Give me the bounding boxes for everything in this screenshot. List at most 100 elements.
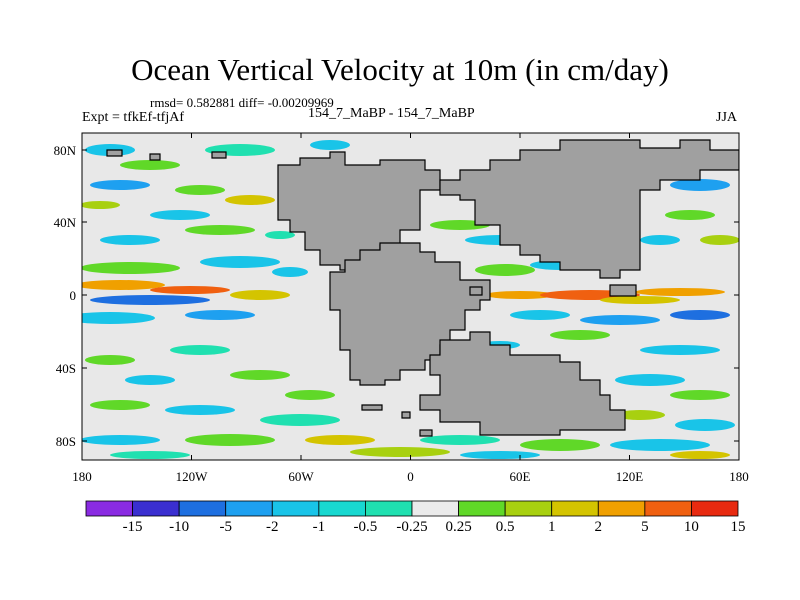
land-mass [419,331,626,436]
velocity-contour [265,231,295,239]
velocity-contour [635,288,725,296]
land-mass [211,151,227,159]
velocity-contour [100,235,160,245]
colorbar-swatch [365,500,413,517]
velocity-contour [82,435,160,445]
colorbar-swatch [225,500,273,517]
velocity-contour [285,390,335,400]
colorbar-swatch [691,500,739,517]
velocity-contour [485,291,555,299]
colorbar: -15 -10 -5 -2 -1 -0.5 -0.25 0.25 0.5 1 2 5 10 15 [85,500,746,535]
y-tick-label: 80S [56,434,76,449]
velocity-contour [230,370,290,380]
colorbar-label: -10 [169,519,189,535]
velocity-contour [82,280,165,290]
colorbar-label: 0.5 [496,519,515,535]
colorbar-swatch [458,500,506,517]
velocity-contour [640,235,680,245]
velocity-contour [670,310,730,320]
velocity-contour [200,256,280,268]
velocity-contour [110,451,190,459]
y-tick-label: 80N [54,143,77,158]
land-masses [106,139,739,437]
axis-ticks: 180 120W 60W 0 60E 120E 180 80N 40N 0 40S 80S [54,133,749,484]
x-tick-label: 180 [729,469,749,484]
colorbar-swatch [85,500,133,517]
stats-text: rmsd= 0.582881 diff= -0.00209969 [150,95,334,110]
land-mass [277,151,441,271]
velocity-contour [82,312,155,324]
land-mass [419,429,433,437]
colorbar-swatch [271,500,320,517]
velocity-contour [510,310,570,320]
velocity-contour [700,235,739,245]
colorbar-swatch [132,500,180,517]
velocity-contour [460,451,540,459]
velocity-contour [475,264,535,276]
colorbar-swatch [411,500,459,517]
velocity-contour [420,435,500,445]
x-tick-label: 180 [72,469,92,484]
land-mass [609,284,637,297]
y-tick-label: 40N [54,215,77,230]
velocity-contour [615,374,685,386]
velocity-contour [615,410,665,420]
colorbar-label: 10 [684,519,699,535]
colorbar-label: -1 [313,519,326,535]
velocity-contour [272,267,308,277]
x-tick-label: 120W [176,469,209,484]
colorbar-swatch [504,500,553,517]
velocity-contour [670,451,730,459]
velocity-contour [230,290,290,300]
colorbar-label: 15 [731,519,746,535]
velocity-contour [520,439,600,451]
velocity-contour [185,434,275,446]
velocity-contour [610,439,710,451]
velocity-contour [640,345,720,355]
velocity-contour [305,435,375,445]
velocity-contour [260,414,340,426]
colorbar-swatch [597,500,646,517]
case-label: 154_7_MaBP - 154_7_MaBP [308,106,475,121]
colorbar-label: -2 [266,519,279,535]
velocity-contour [125,375,175,385]
velocity-contour [82,262,180,274]
velocity-contour [550,330,610,340]
x-tick-label: 60W [288,469,314,484]
land-mass [329,242,491,386]
land-mass [106,149,123,157]
velocity-contour [600,296,680,304]
colorbar-label: -5 [219,519,232,535]
colorbar-swatch [318,500,366,517]
y-tick-label: 40S [56,361,76,376]
velocity-contour [670,179,730,191]
x-tick-label: 60E [510,469,531,484]
plot-title: Ocean Vertical Velocity at 10m (in cm/da… [131,52,669,87]
velocity-contour [225,195,275,205]
velocity-contour [665,210,715,220]
x-tick-label: 120E [616,469,644,484]
velocity-contour [185,310,255,320]
velocity-contour [150,286,230,294]
land-mass [149,153,161,161]
land-mass [439,139,739,279]
colorbar-swatch [644,500,692,517]
velocity-contour [90,180,150,190]
velocity-contour [185,225,255,235]
land-mass [469,286,483,296]
velocity-contour [90,400,150,410]
velocity-contour [90,295,210,305]
experiment-label: Expt = tfkEf-tfjAf [82,110,184,125]
velocity-contour [170,345,230,355]
velocity-contour [310,140,350,150]
colorbar-label: -0.5 [354,519,378,535]
x-tick-label: 0 [407,469,414,484]
colorbar-label: 0.25 [445,519,471,535]
velocity-contour [120,160,180,170]
velocity-contour [82,201,120,209]
velocity-contour [675,419,735,431]
velocity-contour [165,405,235,415]
colorbar-swatch [551,500,599,517]
colorbar-label: 2 [595,519,603,535]
